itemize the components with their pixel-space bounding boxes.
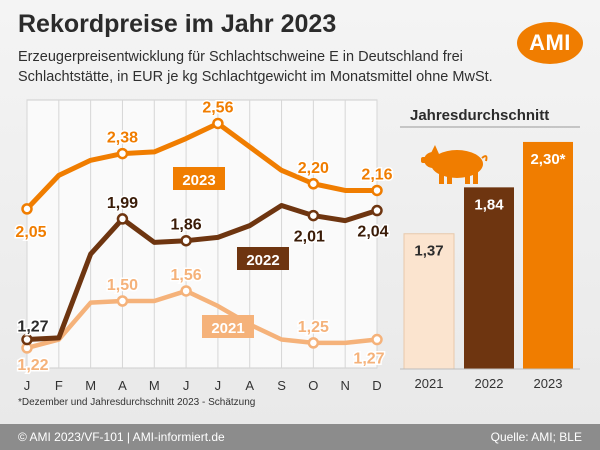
chart-title: Rekordpreise im Jahr 2023 [18,10,337,38]
x-tick-label: J [183,378,190,393]
data-label: 1,56 [171,267,202,284]
data-label: 1,27 [17,319,48,336]
x-tick-label: A [245,378,254,393]
pig-tail [481,155,488,162]
bar-2021 [403,233,455,370]
data-point [307,337,320,349]
x-tick-label: F [55,378,63,393]
bar-value-label: 1,37 [414,243,443,260]
data-label: 2,04 [357,224,388,241]
x-tick-label: A [118,378,127,393]
pig-body [431,150,483,178]
data-label: 2,38 [107,130,138,147]
pig-snout [421,157,427,163]
data-point [371,333,383,346]
pig-icon [421,145,488,184]
data-point [371,184,383,197]
data-point [116,147,129,160]
x-tick-label: M [85,378,96,393]
pig-head [424,152,442,168]
data-point [116,295,129,307]
data-label: 2,16 [361,166,392,183]
series-legend-box [173,167,225,190]
bar-category-label: 2022 [475,376,504,391]
bar-2022 [464,187,514,369]
data-label: 2,05 [15,224,46,241]
footer-source: Quelle: AMI; BLE [490,430,582,444]
footer-bar: © AMI 2023/VF-101 | AMI-informiert.de Qu… [0,424,600,450]
x-tick-label: N [340,378,349,393]
pig-leg [439,172,444,184]
bar-value-label: 2,30* [530,151,565,168]
data-point [180,234,192,247]
ami-logo: AMI [517,22,583,64]
bar-panel-title: Jahresdurchschnitt [410,107,550,124]
data-label: 1,25 [298,319,329,336]
series-legend-label: 2021 [211,320,244,337]
chart-svg: J F M A M J J A S O N D 2021 1,22 1,50 1,56 1,25 1,27 2022… [14,98,580,393]
data-label: 1,86 [171,217,202,234]
data-point [21,203,33,215]
bar-category-label: 2023 [534,376,563,391]
x-tick-label: M [149,378,160,393]
bar-value-label: 1,84 [474,196,504,213]
pig-leg [447,173,452,184]
data-point [371,204,383,217]
x-tick-label: J [215,378,222,393]
data-point [180,285,192,297]
pig-leg [465,173,470,184]
series-legend-label: 2022 [246,252,279,269]
data-label: 1,99 [107,195,138,212]
data-label: 2,56 [202,99,233,116]
series-legend-label: 2023 [182,172,215,189]
bar-2023 [523,141,573,369]
bar-category-label: 2021 [415,376,444,391]
footnote: *Dezember und Jahresdurchschnitt 2023 - … [18,397,256,408]
x-tick-label: S [277,378,286,393]
data-point [212,117,224,130]
x-tick-label: O [308,378,318,393]
data-label: 1,27 [353,351,384,368]
data-label: 1,50 [107,277,138,294]
pig-ear [431,145,439,154]
data-point [307,209,320,222]
series-legend-box [202,315,254,338]
data-point [21,333,33,346]
footer-copyright: © AMI 2023/VF-101 | AMI-informiert.de [18,430,225,444]
pig-leg [473,172,478,184]
data-point [116,213,129,225]
series-legend-box [237,247,289,270]
data-label: 2,20 [298,160,329,177]
x-tick-label: J [24,378,31,393]
chart-subtitle: Erzeugerpreisentwicklung für Schlachtsch… [18,49,493,85]
x-tick-label: D [372,378,381,393]
data-label: 1,22 [17,357,48,374]
data-point [307,178,320,190]
data-label: 2,01 [294,229,325,246]
